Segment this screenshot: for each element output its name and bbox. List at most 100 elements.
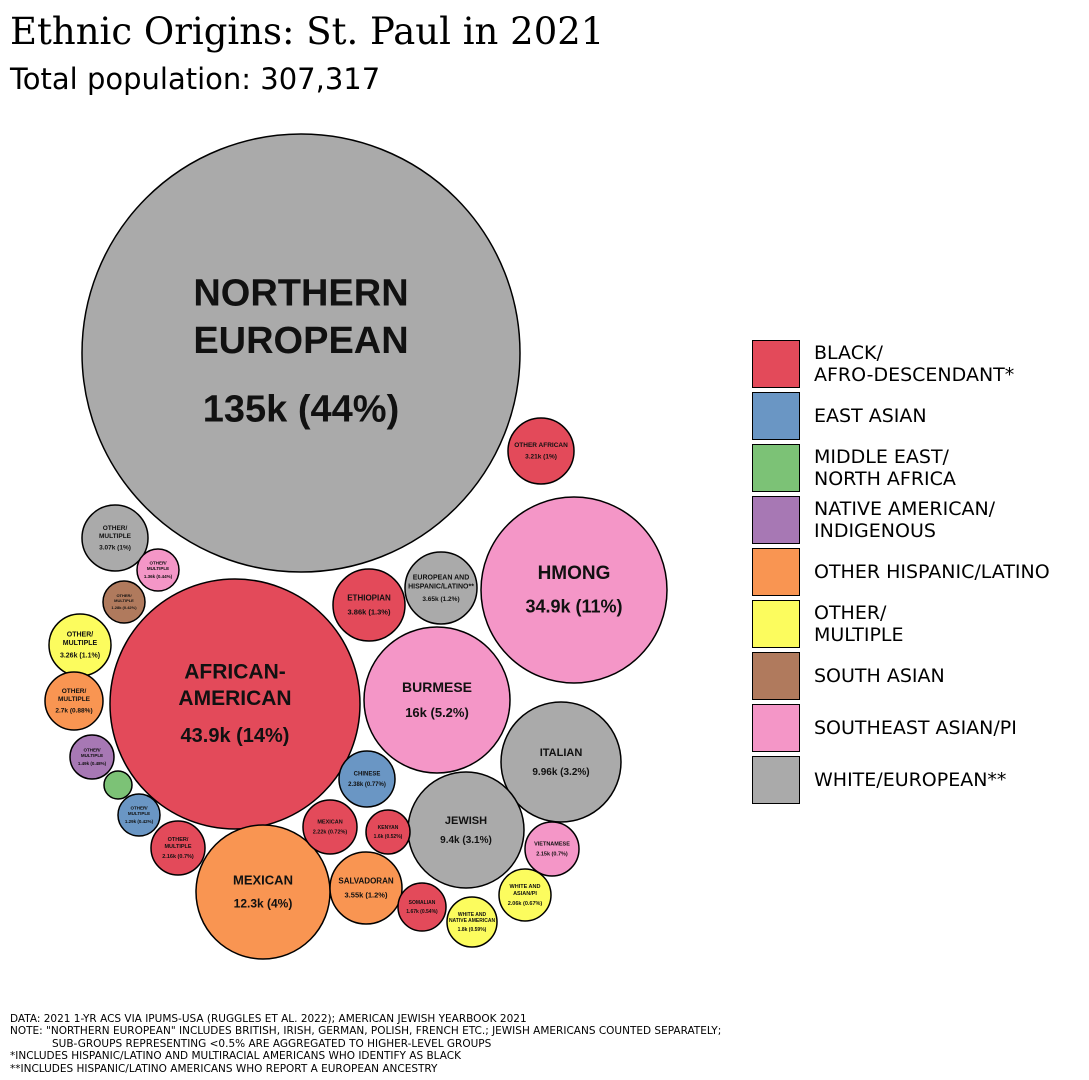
bubble [507,417,575,485]
bubble-label: VIETNAMESE [534,842,570,848]
bubble-value: 3.55k (1.2%) [345,891,388,900]
bubble-value: 2.38k (0.77%) [348,782,386,788]
bubble [363,626,511,774]
bubble [365,809,411,855]
legend-swatch [752,756,800,804]
bubble-label: HISPANIC/LATINO** [408,583,474,590]
bubble-value: 3.26k (1.1%) [60,653,100,660]
bubble-label: ITALIAN [540,747,583,759]
legend-item: OTHER/ MULTIPLE [752,600,1082,650]
note-data-source: DATA: 2021 1-YR ACS VIA IPUMS-USA (RUGGL… [10,1013,527,1025]
bubble-value: 2.22k (0.72%) [313,829,348,835]
bubble-label: OTHER/ [149,560,167,565]
bubble-value: 1.6k (0.52%) [374,834,403,840]
legend-label: OTHER/ MULTIPLE [814,602,904,646]
legend-swatch [752,496,800,544]
bubble-label: OTHER/ [83,747,101,752]
bubble [407,771,525,889]
chart-subtitle: Total population: 307,317 [10,62,381,96]
chart-title: Ethnic Origins: St. Paul in 2021 [10,10,605,53]
source-notes: DATA: 2021 1-YR ACS VIA IPUMS-USA (RUGGL… [10,1013,721,1075]
bubble-value: 135k (44%) [203,388,399,430]
bubble-label: MULTIPLE [99,533,132,540]
bubble [69,734,115,780]
bubble-label: MULTIPLE [63,640,98,647]
bubble-label: ETHIOPIAN [347,593,391,602]
bubble [302,799,358,855]
bubble [102,580,146,624]
bubble-value: 1.49k (0.48%) [78,761,107,766]
bubble-label: OTHER/ [67,631,94,638]
bubble [117,793,161,837]
legend-label: SOUTH ASIAN [814,665,945,688]
bubble-label: CHINESE [354,771,381,777]
bubble-label: WHITE AND [510,884,541,890]
bubble-value: 1.67k (0.54%) [406,909,438,915]
bubble-value: 2.16k (0.7%) [162,854,194,860]
bubble [81,133,521,573]
legend-label: MIDDLE EAST/ NORTH AFRICA [814,446,956,490]
bubble [329,851,403,925]
bubble-value: 1.29k (0.42%) [125,819,154,824]
bubble-value: 43.9k (14%) [181,725,290,747]
bubble-label: OTHER/ [168,837,189,843]
bubble-label: KENYAN [378,825,399,831]
bubble-value: 12.3k (4%) [234,897,293,911]
bubble-label: SOMALIAN [409,900,436,906]
bubble-label: MULTIPLE [58,696,91,703]
bubble-value: 2.06k (0.67%) [508,901,543,907]
legend-item: OTHER HISPANIC/LATINO [752,548,1082,598]
bubble [524,821,580,877]
note-european-footnote: **INCLUDES HISPANIC/LATINO AMERICANS WHO… [10,1062,438,1075]
legend-item: EAST ASIAN [752,392,1082,442]
bubble-label: OTHER AFRICAN [514,442,568,449]
bubble [480,496,668,684]
bubble [338,750,396,808]
bubble-value: 9.4k (3.1%) [440,835,492,846]
bubble-label: MEXICAN [233,873,293,888]
legend-item: SOUTHEAST ASIAN/PI [752,704,1082,754]
bubble-value: 3.21k (1%) [525,454,557,461]
legend-item: BLACK/ AFRO-DESCENDANT* [752,340,1082,390]
bubble-label: SALVADORAN [338,876,393,885]
bubble-chart: NORTHERN EUROPEAN 135k (44%) AFRICAN- AMERIC… [44,133,668,960]
bubble-label: BURMESE [402,679,472,695]
bubble [150,820,206,876]
bubble [498,868,552,922]
bubble-value: 34.9k (11%) [525,597,622,617]
bubble-label: OTHER/ [130,805,148,810]
legend-swatch [752,652,800,700]
bubble [397,882,447,932]
legend-label: WHITE/EUROPEAN** [814,769,1007,792]
bubble [446,896,498,948]
legend-swatch [752,444,800,492]
note-black-footnote: *INCLUDES HISPANIC/LATINO AND MULTIRACIA… [10,1050,461,1063]
legend-swatch [752,548,800,596]
bubble-label: HMONG [538,563,611,584]
bubble-label: ASIAN/PI [513,891,537,897]
bubble-label: OTHER/ [62,688,87,695]
legend-item: SOUTH ASIAN [752,652,1082,702]
bubble [109,578,361,830]
bubble [44,671,104,731]
bubble-value: 3.86k (1.3%) [348,608,391,617]
bubble-label: MEXICAN [317,820,342,826]
bubble-value: 9.96k (3.2%) [532,767,589,778]
bubble-value: 1.28k (0.42%) [111,605,137,610]
bubble-label: MULTIPLE [128,811,150,816]
legend-swatch [752,600,800,648]
legend-item: WHITE/EUROPEAN** [752,756,1082,806]
bubble-label: MULTIPLE [147,566,169,571]
bubble-label: NATIVE AMERICAN [449,918,496,924]
legend-item: MIDDLE EAST/ NORTH AFRICA [752,444,1082,494]
bubble [81,504,149,572]
bubble-label: JEWISH [445,815,487,827]
legend-item: NATIVE AMERICAN/ INDIGENOUS [752,496,1082,546]
note-aggregation: SUB-GROUPS REPRESENTING <0.5% ARE AGGREG… [52,1037,492,1050]
legend-label: SOUTHEAST ASIAN/PI [814,717,1017,740]
bubble-label: OTHER/ [103,525,128,532]
legend-label: BLACK/ AFRO-DESCENDANT* [814,342,1015,386]
bubble-label: EUROPEAN [193,320,408,362]
bubble-label: EUROPEAN AND [413,575,470,582]
bubble-value: 2.15k (0.7%) [536,851,568,857]
